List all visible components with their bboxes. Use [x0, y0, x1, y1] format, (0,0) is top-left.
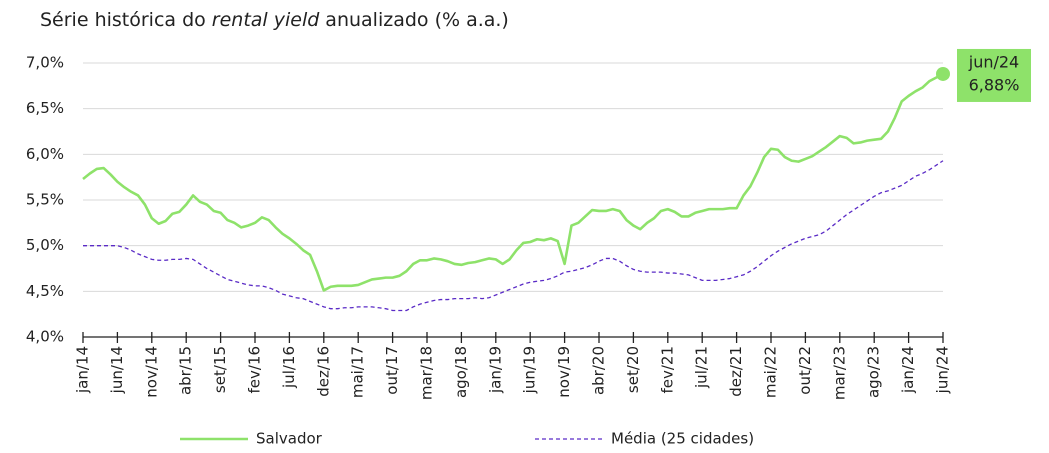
- x-tick-label: jan/19: [486, 346, 504, 394]
- callout-category: jun/24: [968, 52, 1019, 71]
- title-part: rental yield: [212, 9, 320, 31]
- y-tick-label: 7,0%: [26, 54, 64, 72]
- x-tick-label: mai/22: [762, 346, 780, 398]
- x-tick-label: jun/19: [521, 346, 539, 394]
- y-tick-label: 6,5%: [26, 99, 64, 117]
- x-tick-label: dez/21: [727, 346, 745, 397]
- x-tick-label: jul/16: [280, 346, 298, 389]
- x-tick-label: out/22: [796, 346, 814, 395]
- x-tick-label: mar/18: [418, 346, 436, 400]
- x-tick-label: jun/24: [934, 346, 952, 394]
- x-tick-label: set/15: [211, 346, 229, 393]
- x-tick-label: fev/21: [658, 346, 676, 394]
- x-tick-label: abr/15: [177, 346, 195, 395]
- y-tick-label: 5,0%: [26, 236, 64, 254]
- title-part: anualizado (% a.a.): [325, 9, 509, 31]
- y-tick-label: 4,5%: [26, 282, 64, 300]
- series-line: [83, 160, 944, 312]
- series-line: [82, 72, 944, 292]
- x-tick-label: fev/16: [246, 346, 264, 394]
- x-tick-label: out/17: [383, 346, 401, 395]
- x-tick-label: nov/14: [142, 346, 160, 398]
- x-tick-label: mar/23: [830, 346, 848, 400]
- title-part: Série histórica do: [40, 9, 206, 31]
- x-tick-label: jul/21: [693, 346, 711, 389]
- x-tick-label: set/20: [624, 346, 642, 393]
- chart-title: Série histórica do rental yield anualizado…: [40, 9, 509, 31]
- legend-label: Média (25 cidades): [611, 430, 754, 448]
- x-tick-label: dez/16: [314, 346, 332, 397]
- x-tick-label: jan/14: [74, 346, 92, 394]
- legend-label: Salvador: [256, 430, 323, 448]
- x-tick-label: ago/23: [865, 346, 883, 398]
- x-tick-label: mai/17: [349, 346, 367, 398]
- callout-box: [957, 48, 1031, 102]
- x-tick-label: jun/14: [108, 346, 126, 394]
- y-tick-label: 5,5%: [26, 191, 64, 209]
- y-tick-label: 6,0%: [26, 145, 64, 163]
- x-tick-label: ago/18: [452, 346, 470, 398]
- x-tick-label: abr/20: [590, 346, 608, 395]
- callout-value: 6,88%: [969, 75, 1020, 94]
- x-tick-label: nov/19: [555, 346, 573, 398]
- x-tick-label: jan/24: [899, 346, 917, 394]
- y-tick-label: 4,0%: [26, 328, 64, 346]
- end-point: [936, 66, 950, 81]
